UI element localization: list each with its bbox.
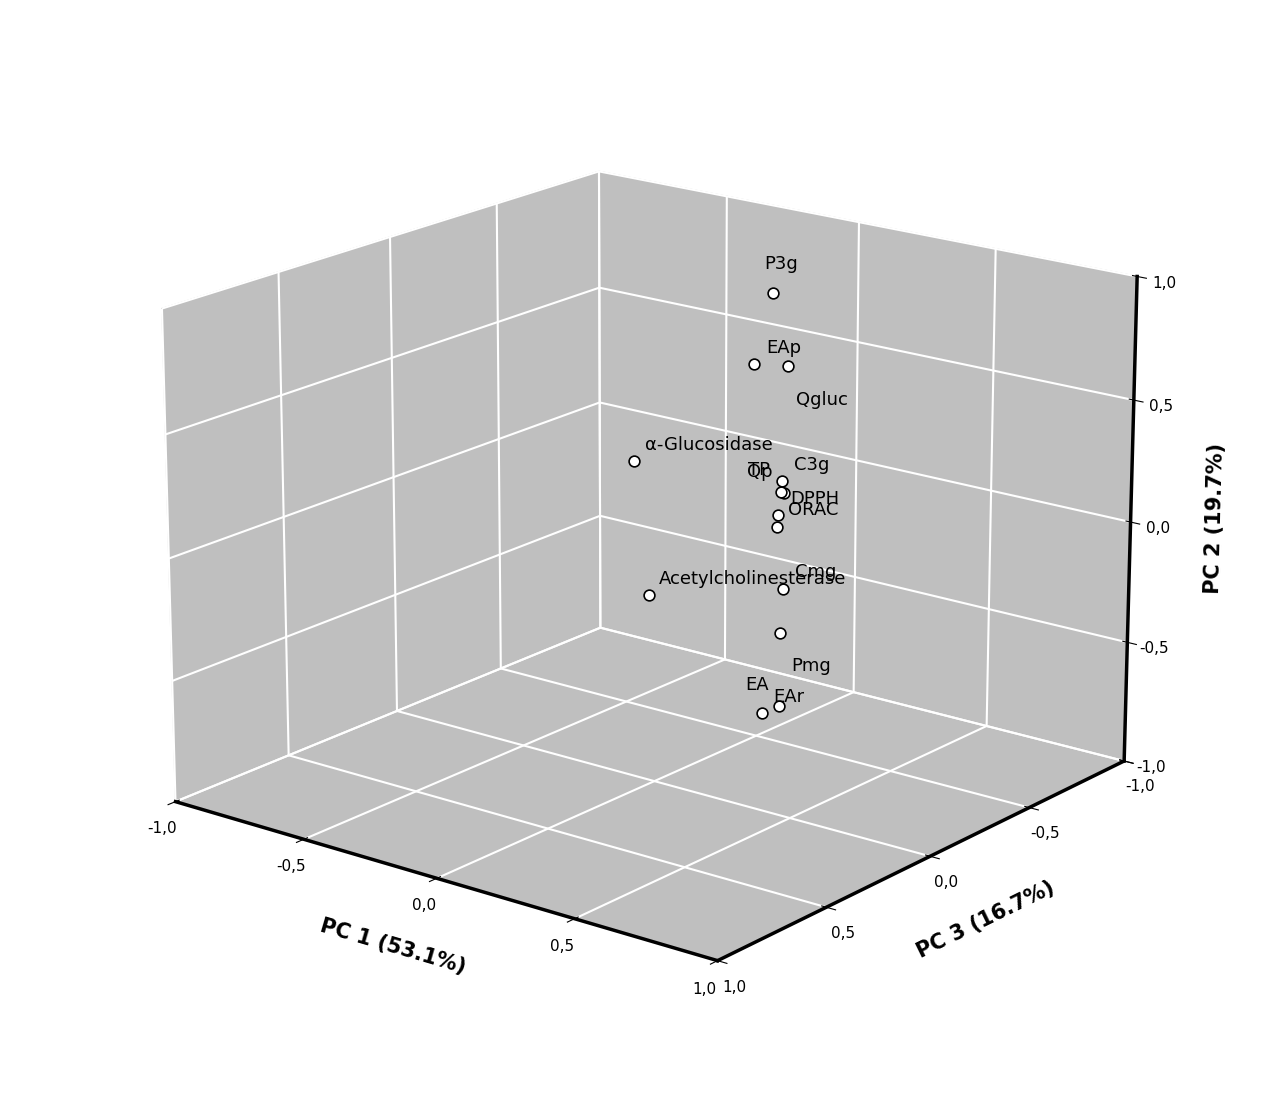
- Y-axis label: PC 3 (16.7%): PC 3 (16.7%): [914, 877, 1057, 962]
- X-axis label: PC 1 (53.1%): PC 1 (53.1%): [317, 916, 468, 978]
